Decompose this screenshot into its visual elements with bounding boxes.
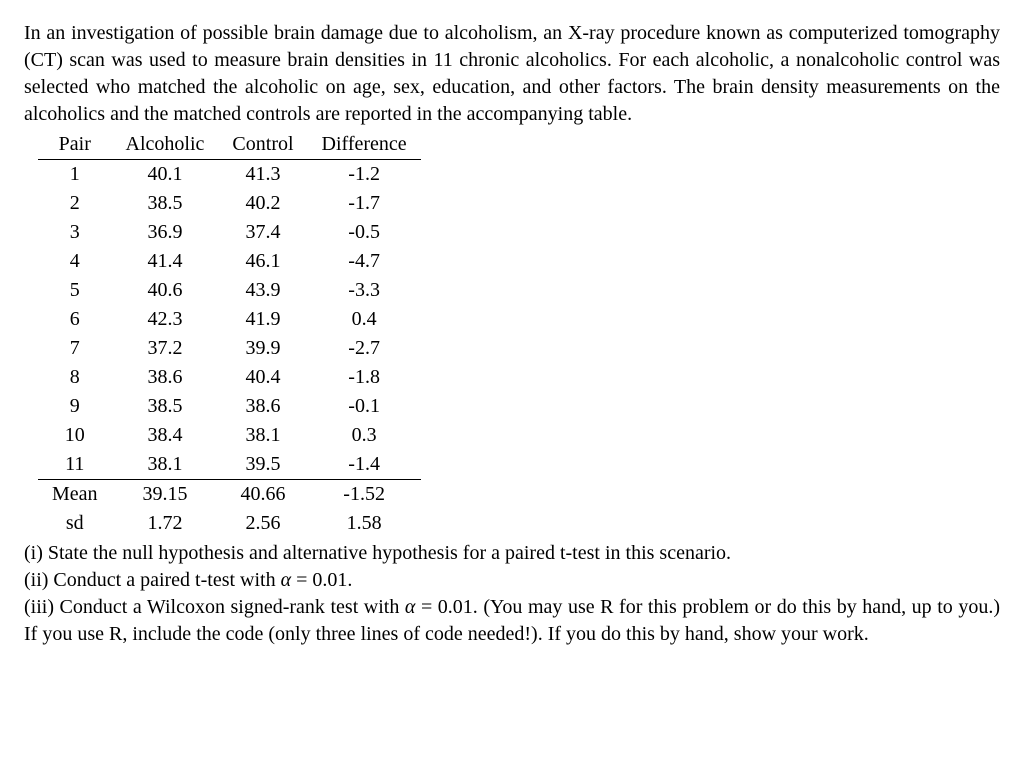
table-cell: 41.4 xyxy=(112,247,219,276)
table-cell: 2 xyxy=(38,189,112,218)
table-header-row: Pair Alcoholic Control Difference xyxy=(38,130,421,160)
table-cell: Mean xyxy=(38,480,112,510)
table-cell: 38.5 xyxy=(112,392,219,421)
table-cell: 40.66 xyxy=(218,480,307,510)
question-i: (i) State the null hypothesis and altern… xyxy=(24,540,1000,567)
table-cell: 7 xyxy=(38,334,112,363)
table-row: 540.643.9-3.3 xyxy=(38,276,421,305)
table-cell: 37.2 xyxy=(112,334,219,363)
table-cell: 3 xyxy=(38,218,112,247)
table-cell: 41.9 xyxy=(218,305,307,334)
col-control: Control xyxy=(218,130,307,160)
table-cell: 40.6 xyxy=(112,276,219,305)
table-cell: 38.1 xyxy=(112,450,219,480)
table-row: 1038.438.10.3 xyxy=(38,421,421,450)
table-cell: 1.58 xyxy=(308,509,421,538)
table-cell: 40.2 xyxy=(218,189,307,218)
table-cell: 43.9 xyxy=(218,276,307,305)
col-difference: Difference xyxy=(308,130,421,160)
table-cell: 39.9 xyxy=(218,334,307,363)
table-row: 938.538.6-0.1 xyxy=(38,392,421,421)
table-cell: 40.4 xyxy=(218,363,307,392)
table-cell: 42.3 xyxy=(112,305,219,334)
table-cell: -0.1 xyxy=(308,392,421,421)
table-cell: -4.7 xyxy=(308,247,421,276)
table-cell: -0.5 xyxy=(308,218,421,247)
table-cell: -3.3 xyxy=(308,276,421,305)
table-cell: 40.1 xyxy=(112,160,219,190)
table-cell: 1.72 xyxy=(112,509,219,538)
table-cell: -1.2 xyxy=(308,160,421,190)
table-cell: 1 xyxy=(38,160,112,190)
table-cell: -1.4 xyxy=(308,450,421,480)
col-alcoholic: Alcoholic xyxy=(112,130,219,160)
table-cell: 36.9 xyxy=(112,218,219,247)
table-cell: -1.8 xyxy=(308,363,421,392)
col-pair: Pair xyxy=(38,130,112,160)
q2-text-a: (ii) Conduct a paired t-test with xyxy=(24,569,281,591)
table-cell: 6 xyxy=(38,305,112,334)
table-row: 441.446.1-4.7 xyxy=(38,247,421,276)
alpha-symbol: α xyxy=(281,569,292,591)
table-cell: 0.3 xyxy=(308,421,421,450)
table-cell: 38.6 xyxy=(218,392,307,421)
table-cell: 0.4 xyxy=(308,305,421,334)
table-cell: 37.4 xyxy=(218,218,307,247)
questions-block: (i) State the null hypothesis and altern… xyxy=(24,540,1000,648)
intro-paragraph: In an investigation of possible brain da… xyxy=(24,20,1000,128)
table-cell: -1.7 xyxy=(308,189,421,218)
table-row: 642.341.90.4 xyxy=(38,305,421,334)
q3-text-a: (iii) Conduct a Wilcoxon signed-rank tes… xyxy=(24,596,405,618)
table-cell: 39.5 xyxy=(218,450,307,480)
data-table: Pair Alcoholic Control Difference 140.14… xyxy=(38,130,421,538)
table-row: 238.540.2-1.7 xyxy=(38,189,421,218)
table-summary-row: sd1.722.561.58 xyxy=(38,509,421,538)
table-row: 737.239.9-2.7 xyxy=(38,334,421,363)
table-row: 838.640.4-1.8 xyxy=(38,363,421,392)
table-row: 140.141.3-1.2 xyxy=(38,160,421,190)
table-cell: 2.56 xyxy=(218,509,307,538)
table-cell: 46.1 xyxy=(218,247,307,276)
table-cell: 9 xyxy=(38,392,112,421)
question-ii: (ii) Conduct a paired t-test with α = 0.… xyxy=(24,567,1000,594)
table-row: 336.937.4-0.5 xyxy=(38,218,421,247)
table-cell: 4 xyxy=(38,247,112,276)
q2-text-b: = 0.01. xyxy=(291,569,352,591)
table-cell: 38.6 xyxy=(112,363,219,392)
table-cell: sd xyxy=(38,509,112,538)
table-cell: 8 xyxy=(38,363,112,392)
table-cell: 5 xyxy=(38,276,112,305)
table-cell: -1.52 xyxy=(308,480,421,510)
question-iii: (iii) Conduct a Wilcoxon signed-rank tes… xyxy=(24,594,1000,648)
table-cell: 38.4 xyxy=(112,421,219,450)
table-cell: 39.15 xyxy=(112,480,219,510)
table-cell: 38.1 xyxy=(218,421,307,450)
table-cell: 41.3 xyxy=(218,160,307,190)
table-cell: 11 xyxy=(38,450,112,480)
table-summary-row: Mean39.1540.66-1.52 xyxy=(38,480,421,510)
alpha-symbol: α xyxy=(405,596,416,618)
table-row: 1138.139.5-1.4 xyxy=(38,450,421,480)
table-cell: -2.7 xyxy=(308,334,421,363)
table-cell: 10 xyxy=(38,421,112,450)
table-cell: 38.5 xyxy=(112,189,219,218)
